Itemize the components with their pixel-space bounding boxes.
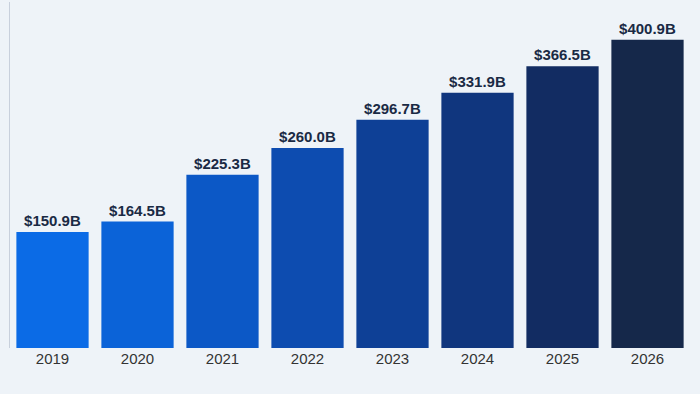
svg-text:2023: 2023 — [376, 350, 409, 367]
svg-text:2026: 2026 — [631, 350, 664, 367]
svg-text:$260.0B: $260.0B — [279, 128, 336, 145]
svg-text:2019: 2019 — [36, 350, 69, 367]
svg-text:$225.3B: $225.3B — [194, 155, 251, 172]
svg-text:2022: 2022 — [291, 350, 324, 367]
svg-text:$331.9B: $331.9B — [449, 73, 506, 90]
svg-text:$400.9B: $400.9B — [619, 20, 676, 37]
svg-text:$164.5B: $164.5B — [109, 202, 166, 219]
svg-text:2025: 2025 — [546, 350, 579, 367]
svg-text:2021: 2021 — [206, 350, 239, 367]
svg-text:$296.7B: $296.7B — [364, 100, 421, 117]
svg-text:2024: 2024 — [461, 350, 494, 367]
svg-text:2020: 2020 — [121, 350, 154, 367]
svg-text:$150.9B: $150.9B — [24, 212, 81, 229]
svg-text:$366.5B: $366.5B — [534, 46, 591, 63]
